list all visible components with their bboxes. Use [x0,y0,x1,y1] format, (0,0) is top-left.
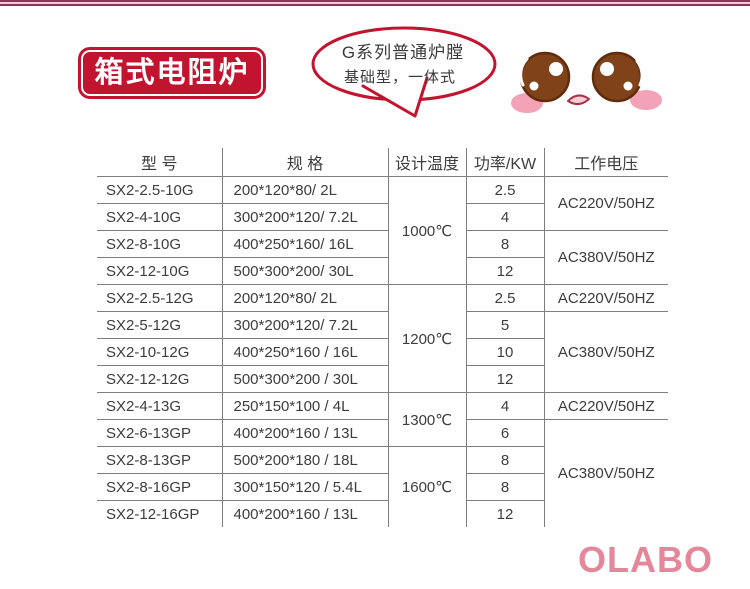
speech-bubble-outline-icon [311,26,497,118]
power-cell: 8 [465,230,545,258]
spec-cell: 500*200*180 / 18L [221,446,389,474]
model-cell: SX2-8-16GP [97,473,223,501]
temperature-cell: 1200℃ [387,284,467,393]
voltage-cell: AC220V/50HZ [543,392,668,420]
spec-cell: 400*250*160 / 16L [221,338,389,366]
spec-cell: 300*150*120 / 5.4L [221,473,389,501]
temperature-cell: 1300℃ [387,392,467,447]
table-row: SX2-8-16GP 300*150*120 / 5.4L 8 [97,473,668,501]
power-cell: 2.5 [465,176,545,204]
right-eye-icon [591,51,643,103]
model-cell: SX2-12-12G [97,365,223,393]
column-header-power: 功率/KW [465,148,545,177]
power-cell: 6 [465,419,545,447]
top-decorative-rule [0,0,750,6]
model-cell: SX2-10-12G [97,338,223,366]
power-cell: 5 [465,311,545,339]
power-cell: 12 [465,257,545,285]
voltage-cell: AC380V/50HZ [543,230,668,285]
table-row: SX2-12-10G 500*300*200/ 30L 12 [97,257,668,285]
voltage-cell: AC220V/50HZ [543,176,668,231]
spec-cell: 200*120*80/ 2L [221,176,389,204]
table-row: SX2-6-13GP 400*200*160 / 13L 6 AC380V/50HZ [97,419,668,527]
column-header-voltage: 工作电压 [543,148,668,177]
spec-cell: 400*250*160/ 16L [221,230,389,258]
model-cell: SX2-2.5-12G [97,284,223,312]
voltage-cell: AC220V/50HZ [543,284,668,312]
table-row: SX2-4-13G 250*150*100 / 4L 1300℃ 4 AC220V/50… [97,392,668,447]
model-cell: SX2-8-10G [97,230,223,258]
table-row: SX2-5-12G 300*200*120/ 7.2L 5 AC380V/50HZ [97,311,668,393]
spec-cell: 300*200*120/ 7.2L [221,311,389,339]
spec-cell: 300*200*120/ 7.2L [221,203,389,231]
spec-table-wrap: 型 号规 格设计温度 功率/KW 工作电压 SX2-2.5-10G 200*120*8… [97,148,668,527]
column-header-temperature: 设计温度 [387,148,467,177]
mascot-face-icon [511,51,662,113]
spec-cell: 500*300*200 / 30L [221,365,389,393]
table-row: SX2-2.5-10G 200*120*80/ 2L 1000℃ 2.5 AC220V/… [97,176,668,285]
power-cell: 2.5 [465,284,545,312]
speech-bubble: G系列普通炉膛 基础型，一体式 [305,24,505,126]
mouth-icon [567,94,590,105]
column-header-model: 型 号 [97,148,223,177]
voltage-cell: AC380V/50HZ [543,419,668,527]
power-cell: 12 [465,500,545,527]
temperature-cell: 1000℃ [387,176,467,285]
right-cheek [630,90,662,110]
power-cell: 4 [465,392,545,420]
model-cell: SX2-4-10G [97,203,223,231]
table-row: SX2-8-13GP 500*200*180 / 18L 1600℃ 8 [97,446,668,527]
left-eye-icon [519,51,571,103]
power-cell: 10 [465,338,545,366]
model-cell: SX2-4-13G [97,392,223,420]
temperature-cell: 1600℃ [387,446,467,527]
header-row: 型 号规 格设计温度 功率/KW 工作电压 [97,148,668,177]
brand-logo: OLABO [578,539,713,580]
table-row: SX2-2.5-12G 200*120*80/ 2L 1200℃ 2.5 AC220V/… [97,284,668,393]
table-row: SX2-4-10G 300*200*120/ 7.2L 4 [97,203,668,231]
spec-cell: 200*120*80/ 2L [221,284,389,312]
spec-table-head: 型 号规 格设计温度 功率/KW 工作电压 [97,148,668,177]
spec-cell: 250*150*100 / 4L [221,392,389,420]
spec-cell: 400*200*160 / 13L [221,419,389,447]
table-row: SX2-10-12G 400*250*160 / 16L 10 [97,338,668,366]
table-row: SX2-8-10G 400*250*160/ 16L 8 AC380V/50HZ [97,230,668,285]
model-cell: SX2-6-13GP [97,419,223,447]
spec-cell: 400*200*160 / 13L [221,500,389,527]
table-row: SX2-12-16GP 400*200*160 / 13L 12 [97,500,668,527]
power-cell: 8 [465,446,545,474]
model-cell: SX2-5-12G [97,311,223,339]
title-badge: 箱式电阻炉 [81,50,263,96]
power-cell: 4 [465,203,545,231]
spec-table-body: SX2-2.5-10G 200*120*80/ 2L 1000℃ 2.5 AC220V/… [97,176,668,527]
model-cell: SX2-8-13GP [97,446,223,474]
bubble-text-line2: 基础型，一体式 [343,69,456,86]
model-cell: SX2-12-16GP [97,500,223,527]
page-title: 箱式电阻炉 [94,56,250,89]
spec-cell: 500*300*200/ 30L [221,257,389,285]
model-cell: SX2-2.5-10G [97,176,223,204]
column-header-spec: 规 格 [221,148,389,177]
bubble-text-line1: G系列普通炉膛 [341,43,465,62]
power-cell: 12 [465,365,545,393]
spec-table: 型 号规 格设计温度 功率/KW 工作电压 SX2-2.5-10G 200*120*8… [97,148,668,527]
power-cell: 8 [465,473,545,501]
voltage-cell: AC380V/50HZ [543,311,668,393]
table-row: SX2-12-12G 500*300*200 / 30L 12 [97,365,668,393]
model-cell: SX2-12-10G [97,257,223,285]
